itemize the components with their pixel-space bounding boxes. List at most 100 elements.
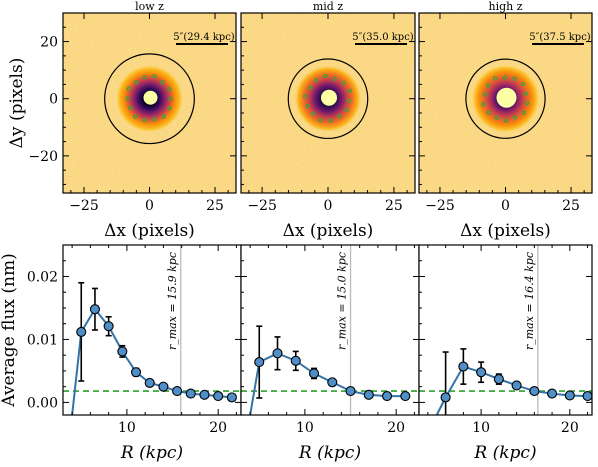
contour-mark (346, 98, 352, 104)
series-group (71, 281, 237, 415)
x-tick-label: 20 (209, 420, 227, 436)
contour-mark (482, 92, 488, 97)
data-point (185, 388, 196, 399)
panel-title: mid z (313, 0, 343, 13)
data-point (103, 321, 114, 332)
data-point (400, 391, 411, 402)
series-group (249, 325, 411, 415)
contour-mark (524, 100, 530, 106)
aperture-circle (104, 53, 195, 145)
contour-mark (341, 80, 346, 86)
contour-mark (486, 110, 491, 115)
data-point (89, 304, 100, 315)
rmax-label: r_max = 15.9 kpc (166, 252, 179, 350)
y-tick-label: 0.01 (27, 332, 58, 348)
profile-background (419, 245, 592, 415)
y-tick-label: 0.02 (27, 269, 58, 285)
rmax-label: r_max = 16.4 kpc (523, 252, 536, 350)
data-point (199, 389, 210, 400)
contour-mark (521, 110, 526, 115)
galaxy-core (143, 90, 158, 105)
data-point (158, 381, 169, 392)
contour-mark (302, 94, 308, 99)
data-point (226, 392, 237, 403)
contour-mark (503, 118, 509, 123)
scale-bar-label: 5″(29.4 kpc) (173, 32, 235, 43)
contour-mark (502, 75, 508, 80)
x-tick-label: 10 (296, 420, 314, 436)
contour-mark (318, 118, 323, 123)
contour-mark (134, 80, 139, 85)
aperture-circle (465, 58, 546, 139)
contour-mark (332, 76, 337, 82)
profile-background (241, 245, 419, 415)
scale-bar-label: 5″(35.0 kpc) (352, 32, 414, 43)
data-point (327, 377, 338, 388)
contour-mark (520, 81, 526, 87)
contour-mark (125, 96, 130, 101)
data-point (272, 348, 283, 359)
rmax-label: r_max = 15.0 kpc (336, 252, 349, 350)
x-tick-label: −25 (425, 198, 455, 214)
x-axis-label: R (kpc) (298, 443, 361, 463)
data-point (76, 326, 87, 337)
profile-panel-2: r_max = 15.0 kpc 10 20 R (kpc) (240, 244, 420, 463)
y-axis-label: Average flux (nm) (0, 253, 19, 407)
y-tick-label: −20 (28, 149, 58, 165)
contour-mark (305, 103, 310, 109)
contour-mark (494, 115, 499, 121)
contour-mark (523, 91, 529, 96)
contour-mark (512, 76, 517, 81)
x-axis-label: R (kpc) (120, 443, 183, 463)
data-point (363, 389, 374, 400)
data-point (511, 380, 522, 391)
x-tick-label: 10 (118, 420, 136, 436)
x-tick-label: −25 (247, 198, 277, 214)
contour-mark (151, 116, 157, 122)
x-tick-label: 25 (562, 198, 580, 214)
x-tick-label: −25 (69, 198, 99, 214)
data-point (564, 390, 575, 401)
data-point (440, 392, 451, 403)
profile-panel-3: r_max = 16.4 kpc 10 20 R (kpc) (418, 244, 593, 463)
contour-mark (167, 106, 172, 111)
y-axis-label: Δy (pixels) (7, 58, 27, 149)
series-line (249, 352, 406, 415)
x-tick-label: 25 (206, 198, 224, 214)
contour-mark (167, 86, 172, 92)
y-tick-label: 0.00 (27, 395, 58, 411)
galaxy-core (321, 89, 337, 106)
data-point (308, 368, 320, 379)
panel-title: low z (135, 0, 164, 13)
x-axis-label: R (kpc) (473, 443, 536, 463)
data-point (382, 391, 393, 402)
scale-bar-label: 5″(37.5 kpc) (529, 32, 591, 43)
contour-mark (152, 74, 157, 79)
contour-mark (512, 115, 518, 120)
data-point (254, 357, 265, 368)
contour-mark (142, 75, 147, 80)
contour-mark (307, 85, 313, 90)
data-point (529, 386, 540, 397)
contour-mark (492, 75, 498, 81)
panel-title: high z (488, 0, 522, 13)
data-point (117, 346, 128, 357)
data-point (290, 355, 301, 366)
data-point (130, 367, 142, 378)
data-point (476, 367, 487, 378)
x-tick-label: 25 (385, 198, 403, 214)
contour-mark (337, 114, 342, 119)
x-tick-label: 0 (145, 198, 154, 214)
x-tick-label: 20 (387, 420, 405, 436)
contour-mark (485, 83, 491, 88)
contour-mark (313, 78, 319, 83)
x-tick-label: 0 (324, 198, 333, 214)
contour-mark (160, 80, 165, 85)
data-point (582, 391, 592, 402)
contour-mark (344, 108, 349, 113)
x-axis-label: Δx (pixels) (460, 221, 551, 241)
contour-mark (311, 111, 316, 116)
contour-mark (480, 102, 486, 107)
data-point (345, 386, 356, 397)
